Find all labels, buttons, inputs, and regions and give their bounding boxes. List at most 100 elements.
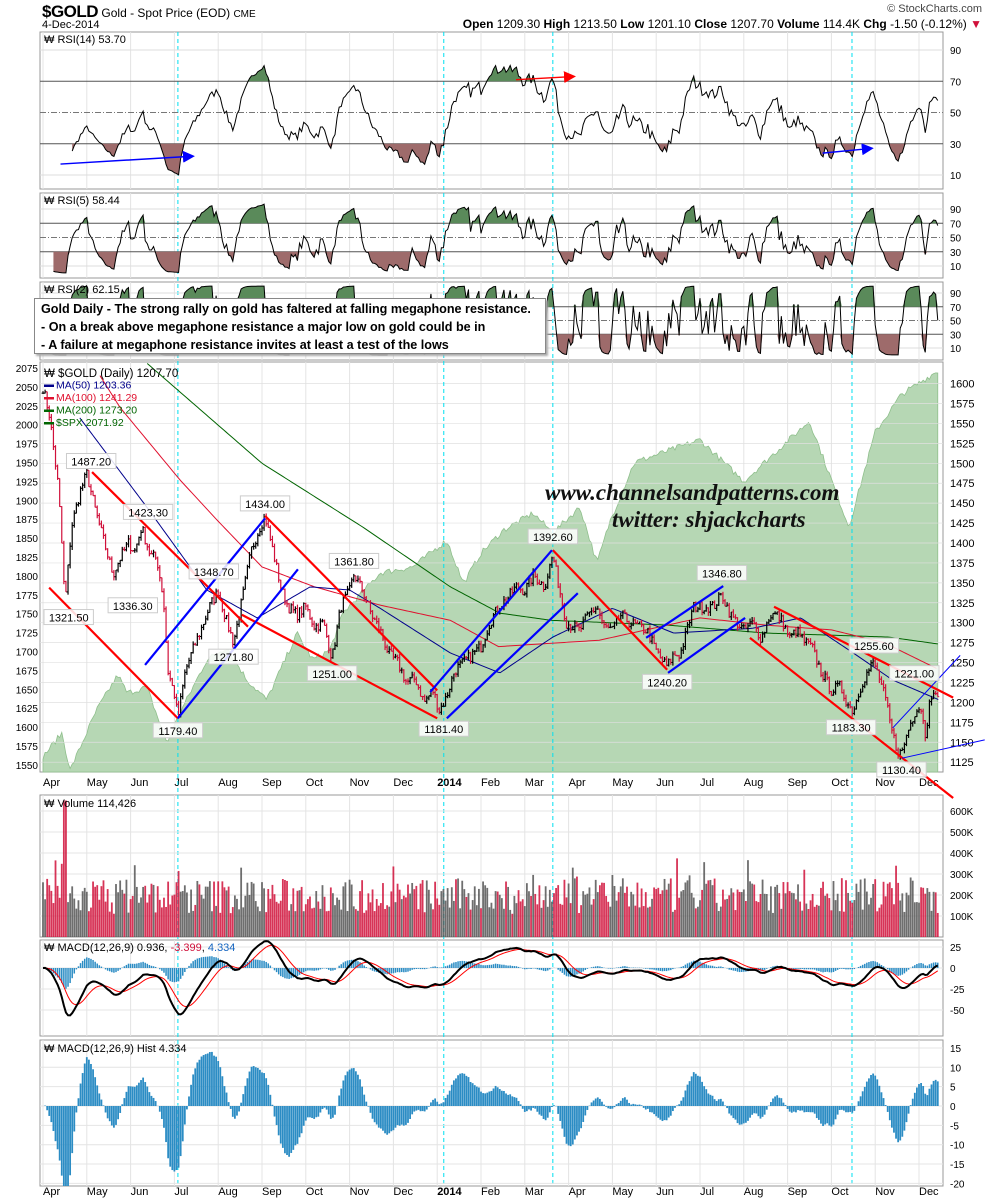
volume-bar: [73, 898, 76, 937]
hist-bar: [204, 1054, 207, 1106]
volume-bar: [473, 886, 476, 937]
brand-link[interactable]: © StockCharts.com: [887, 3, 982, 15]
hist-axis-tick: -15: [950, 1160, 965, 1171]
volume-bar: [100, 886, 103, 937]
hist-bar: [367, 1106, 370, 1107]
hist-bar: [321, 1106, 324, 1110]
volume-value: 114.4K: [822, 17, 861, 31]
volume-bar: [586, 893, 589, 937]
hist-bar: [830, 1106, 833, 1127]
hist-bar: [48, 1106, 51, 1116]
volume-bar: [544, 886, 547, 937]
chg-label: Chg: [863, 17, 887, 31]
hist-bar: [872, 1073, 875, 1106]
hist-bar: [202, 1055, 205, 1106]
hist-bar: [302, 1106, 305, 1126]
hist-bar: [936, 1081, 939, 1106]
volume-bar: [490, 902, 493, 937]
volume-bar: [244, 895, 247, 937]
gold-axis-tick: 1500: [950, 458, 974, 470]
hist-bar: [803, 1106, 806, 1113]
volume-bar: [790, 892, 793, 937]
volume-bar: [732, 892, 735, 937]
hist-bar: [722, 1101, 724, 1106]
volume-bar: [826, 893, 829, 937]
volume-bar: [901, 893, 904, 937]
volume-bar: [75, 908, 78, 937]
hist-bar: [58, 1106, 61, 1161]
volume-bar: [348, 879, 351, 937]
hist-bar: [916, 1087, 918, 1106]
hist-bar: [290, 1106, 293, 1153]
volume-bar: [780, 908, 783, 937]
hist-bar: [371, 1106, 374, 1119]
volume-bar: [532, 874, 535, 937]
volume-bar: [229, 913, 232, 937]
volume-bar: [590, 904, 593, 937]
volume-bar: [657, 887, 660, 937]
hist-bar: [548, 1106, 551, 1113]
hist-bar: [644, 1106, 647, 1110]
hist-bar: [344, 1075, 347, 1106]
gold-axis-tick: 1375: [950, 558, 974, 570]
volume-bar: [686, 880, 689, 937]
volume-bar: [363, 912, 366, 937]
spx-axis-tick: 1975: [16, 440, 39, 451]
hist-bar: [231, 1106, 234, 1117]
hist-bar: [605, 1106, 608, 1107]
hist-bar: [553, 1105, 555, 1106]
hist-bar: [430, 1102, 432, 1106]
volume-bar: [277, 903, 280, 937]
hist-axis-tick: -20: [950, 1179, 965, 1190]
volume-bar: [763, 893, 766, 937]
volume-bar: [67, 902, 69, 937]
hist-bar: [686, 1084, 689, 1106]
volume-bar: [281, 879, 284, 937]
price-label-box: [188, 563, 240, 580]
volume-bar: [344, 882, 347, 937]
volume-bar: [58, 897, 61, 937]
commentary-line-1: - On a break above megaphone resistance …: [41, 320, 486, 334]
hist-bar: [96, 1085, 99, 1106]
volume-bar: [461, 880, 464, 937]
volume-bar: [173, 894, 176, 937]
volume-bar: [186, 892, 188, 937]
price-label: 1221.00: [894, 669, 934, 681]
hist-bar: [680, 1100, 683, 1106]
hist-bar: [717, 1099, 720, 1106]
hist-bar: [223, 1086, 226, 1106]
hist-bar: [797, 1106, 799, 1111]
volume-bar: [188, 912, 190, 937]
x-axis-label: Jun: [656, 1186, 674, 1198]
hist-bar: [369, 1106, 372, 1113]
hist-bar: [196, 1062, 199, 1106]
hist-bar: [286, 1106, 288, 1155]
volume-bar: [845, 880, 847, 937]
hist-bar: [288, 1106, 291, 1157]
hist-bar: [221, 1076, 224, 1106]
price-label: 1183.30: [832, 723, 871, 735]
megaphone-trendline: [552, 549, 668, 671]
volume-bar: [273, 894, 276, 937]
volume-bar: [838, 911, 841, 937]
hist-bar: [905, 1106, 908, 1123]
macd-hist-value: 4.334: [208, 942, 236, 954]
price-label-box: [306, 665, 358, 682]
volume-bar: [87, 911, 90, 937]
volume-label: Volume: [777, 17, 820, 31]
x-axis-label: Jul: [174, 1186, 188, 1198]
x-axis-label: Apr: [569, 777, 586, 789]
x-axis-label: Dec: [393, 1186, 413, 1198]
hist-bar: [158, 1106, 161, 1112]
volume-bar: [113, 913, 115, 937]
hist-bar: [192, 1074, 195, 1106]
spx-axis-tick: 1675: [16, 666, 39, 677]
volume-bar: [92, 881, 94, 937]
volume-bar: [849, 900, 852, 937]
volume-bar: [359, 891, 361, 937]
hist-bar: [415, 1106, 418, 1111]
rsi-axis-tick: 90: [950, 46, 962, 57]
volume-bar: [71, 886, 74, 937]
hist-bar: [851, 1106, 854, 1113]
hist-bar: [271, 1104, 274, 1106]
